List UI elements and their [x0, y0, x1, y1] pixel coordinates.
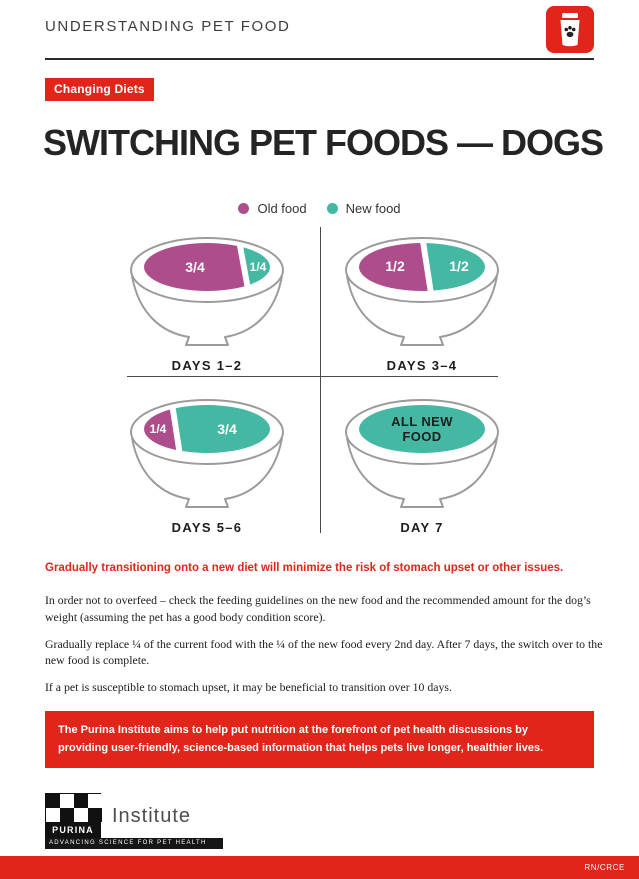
bowl-cell-days-5-6: 1/4 3/4 DAYS 5–6	[107, 392, 307, 535]
dog-bowl-illustration: ALL NEW FOOD	[345, 399, 499, 508]
purina-logo: PURINA	[45, 793, 102, 838]
portion-label-old: 3/4	[185, 259, 205, 275]
new-food-dot-icon	[326, 203, 338, 214]
changing-diets-badge: Changing Diets	[45, 78, 154, 101]
bowl-caption: DAYS 1–2	[171, 358, 243, 373]
body-paragraph-1: In order not to overfeed – check the fee…	[45, 593, 591, 624]
bowl-caption: DAY 7	[400, 520, 444, 535]
bowl-caption: DAYS 5–6	[171, 520, 243, 535]
legend-item-old-food: Old food	[238, 201, 307, 216]
portion-label-new: 3/4	[217, 421, 237, 437]
header-divider	[45, 58, 594, 60]
legend: Old food New food	[0, 201, 639, 216]
bowl-caption: DAYS 3–4	[386, 358, 458, 373]
portion-label-line2: FOOD	[402, 429, 441, 444]
doc-code: RN/CRCE	[584, 863, 625, 872]
institute-label: Institute	[112, 805, 192, 827]
body-paragraph-2: Gradually replace ¼ of the current food …	[45, 636, 603, 668]
portion-label-line1: ALL NEW	[391, 414, 453, 429]
pet-food-container-icon	[546, 6, 594, 58]
grid-divider-vertical	[320, 227, 321, 533]
purina-institute-callout: The Purina Institute aims to help put nu…	[45, 711, 594, 769]
portion-label-old: 1/2	[385, 258, 405, 274]
old-food-dot-icon	[238, 203, 250, 214]
page-title: SWITCHING PET FOODS — DOGS	[43, 122, 604, 163]
purina-checkerboard-icon	[45, 793, 102, 823]
bowl-cell-days-1-2: 3/4 1/4 DAYS 1–2	[107, 230, 307, 373]
purina-wordmark: PURINA	[45, 823, 101, 838]
portion-label-new: 1/4	[250, 260, 267, 274]
highlight-sentence: Gradually transitioning onto a new diet …	[45, 562, 564, 574]
legend-label-old-food: Old food	[257, 201, 307, 216]
portion-label-new: 1/2	[449, 258, 469, 274]
footer-code-bar: RN/CRCE	[0, 856, 639, 879]
food-portion-new	[359, 405, 485, 453]
tagline-bar: Advancing Science for Pet Health	[45, 838, 223, 849]
bowl-cell-day-7: ALL NEW FOOD DAY 7	[322, 392, 522, 535]
grid-divider-horizontal	[127, 376, 498, 377]
legend-label-new-food: New food	[345, 201, 401, 216]
body-paragraph-3: If a pet is susceptible to stomach upset…	[45, 680, 452, 694]
dog-bowl-illustration: 3/4 1/4	[130, 237, 284, 346]
portion-label-old: 1/4	[150, 422, 167, 436]
bowl-cell-days-3-4: 1/2 1/2 DAYS 3–4	[322, 230, 522, 373]
dog-bowl-illustration: 1/2 1/2	[345, 237, 499, 346]
legend-item-new-food: New food	[326, 201, 401, 216]
dog-bowl-illustration: 1/4 3/4	[130, 399, 284, 508]
body-text: In order not to overfeed – check the fee…	[45, 592, 603, 706]
header-title: UNDERSTANDING PET FOOD	[45, 18, 291, 35]
food-portion-old	[144, 405, 178, 453]
